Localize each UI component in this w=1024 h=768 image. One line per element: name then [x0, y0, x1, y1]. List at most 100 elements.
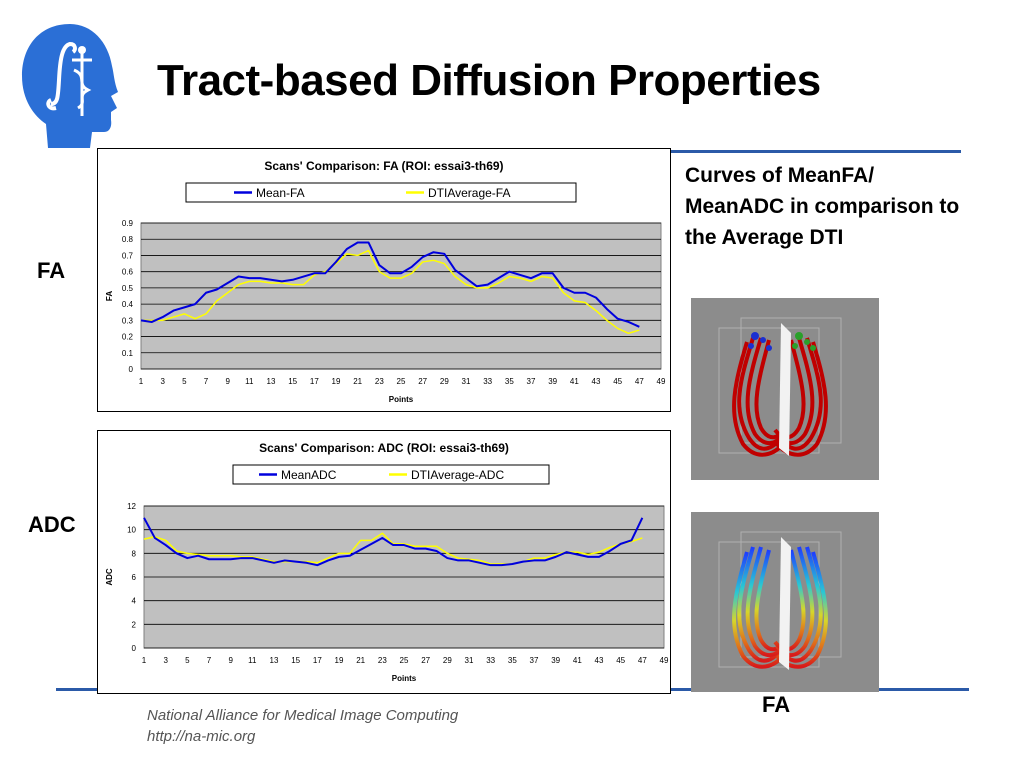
- fa-ytick-label: 0.3: [122, 316, 134, 325]
- fa-xtick-label: 1: [139, 377, 144, 386]
- adc-xtick-label: 41: [573, 656, 582, 665]
- fa-xtick-label: 11: [245, 377, 254, 386]
- fa-xtick-label: 41: [570, 377, 579, 386]
- adc-xtick-label: 35: [508, 656, 517, 665]
- fa-legend-label-1: DTIAverage-FA: [428, 186, 510, 200]
- fa-xtick-label: 27: [418, 377, 427, 386]
- fa-xtick-label: 17: [310, 377, 319, 386]
- adc-xtick-label: 21: [356, 656, 365, 665]
- fa-ytick-label: 0.7: [122, 251, 134, 260]
- adc-xtick-label: 3: [163, 656, 168, 665]
- fa-chart: Scans' Comparison: FA (ROI: essai3-th69)…: [97, 148, 671, 412]
- fa-xtick-label: 3: [160, 377, 165, 386]
- adc-legend-label-1: DTIAverage-ADC: [411, 468, 504, 482]
- fa-xtick-label: 47: [635, 377, 644, 386]
- adc-xtick-label: 19: [335, 656, 344, 665]
- adc-ylabel: ADC: [105, 568, 114, 586]
- tract-render-fa-svg: [718, 531, 842, 670]
- tract-render-red: [691, 298, 879, 480]
- fa-series-line-1: [141, 249, 640, 335]
- adc-ytick-label: 10: [127, 526, 136, 535]
- fa-xtick-label: 13: [267, 377, 276, 386]
- adc-xtick-label: 37: [530, 656, 539, 665]
- fa-ytick-label: 0.8: [122, 235, 134, 244]
- fa-chart-title: Scans' Comparison: FA (ROI: essai3-th69): [264, 159, 503, 173]
- adc-side-label: ADC: [28, 512, 76, 537]
- fa-xtick-label: 49: [657, 377, 666, 386]
- slide-title: Tract-based Diffusion Properties: [157, 56, 821, 105]
- adc-ytick-label: 4: [132, 597, 137, 606]
- adc-chart: Scans' Comparison: ADC (ROI: essai3-th69…: [97, 430, 671, 694]
- adc-xtick-label: 5: [185, 656, 190, 665]
- adc-xtick-label: 13: [270, 656, 279, 665]
- fa-side-label: FA: [37, 258, 66, 283]
- footer-url[interactable]: http://na-mic.org: [147, 728, 256, 745]
- adc-xtick-label: 49: [660, 656, 669, 665]
- fa-legend: Mean-FA DTIAverage-FA: [185, 182, 577, 203]
- adc-legend: MeanADC DTIAverage-ADC: [232, 464, 550, 485]
- fa-ytick-label: 0: [129, 365, 134, 374]
- adc-xtick-label: 23: [378, 656, 387, 665]
- fa-xtick-label: 43: [592, 377, 601, 386]
- fa-xtick-label: 45: [613, 377, 622, 386]
- caption-text: Curves of MeanFA/ MeanADC in comparison …: [685, 164, 960, 249]
- adc-legend-label-0: MeanADC: [281, 468, 337, 482]
- footer-org: National Alliance for Medical Image Comp…: [147, 707, 459, 724]
- fa-xtick-label: 25: [397, 377, 406, 386]
- fa-xtick-label: 33: [483, 377, 492, 386]
- namic-logo: [22, 24, 118, 148]
- fa-xlabel: Points: [389, 395, 414, 404]
- fa-ytick-label: 0.6: [122, 268, 134, 277]
- adc-xtick-label: 25: [400, 656, 409, 665]
- fa-xtick-label: 19: [332, 377, 341, 386]
- fa-ytick-label: 0.1: [122, 349, 134, 358]
- adc-xtick-label: 39: [551, 656, 560, 665]
- adc-xtick-label: 47: [638, 656, 647, 665]
- fa-xtick-label: 15: [288, 377, 297, 386]
- adc-ytick-label: 12: [127, 502, 136, 511]
- fa-ytick-label: 0.5: [122, 284, 134, 293]
- fa-xtick-label: 21: [353, 377, 362, 386]
- adc-ytick-label: 2: [132, 620, 137, 629]
- adc-xtick-label: 33: [486, 656, 495, 665]
- tract-render-red-svg: [718, 317, 842, 457]
- adc-xtick-label: 45: [616, 656, 625, 665]
- fa-image-label: FA: [762, 692, 791, 717]
- fa-plot-area: [140, 222, 662, 370]
- fa-xtick-label: 39: [548, 377, 557, 386]
- fa-xtick-label: 31: [462, 377, 471, 386]
- fa-xtick-label: 7: [204, 377, 209, 386]
- adc-xtick-label: 17: [313, 656, 322, 665]
- footer: National Alliance for Medical Image Comp…: [147, 705, 458, 747]
- integral-symbol: [46, 41, 77, 111]
- adc-xtick-label: 9: [228, 656, 233, 665]
- adc-series-line-0: [143, 517, 644, 567]
- fa-ylabel: FA: [105, 291, 114, 301]
- fa-xtick-label: 37: [527, 377, 536, 386]
- fa-legend-label-0: Mean-FA: [256, 186, 305, 200]
- adc-ytick-label: 8: [132, 549, 137, 558]
- tract-render-fa: [691, 512, 879, 692]
- adc-xtick-label: 15: [291, 656, 300, 665]
- fa-chart-svg: Scans' Comparison: FA (ROI: essai3-th69)…: [105, 159, 666, 404]
- adc-chart-svg: Scans' Comparison: ADC (ROI: essai3-th69…: [105, 441, 669, 683]
- adc-xtick-label: 27: [421, 656, 430, 665]
- adc-xtick-label: 11: [248, 656, 257, 665]
- fa-ytick-label: 0.2: [122, 333, 134, 342]
- adc-xtick-label: 7: [207, 656, 212, 665]
- adc-ytick-label: 0: [132, 644, 137, 653]
- adc-xtick-label: 31: [465, 656, 474, 665]
- fa-xtick-label: 5: [182, 377, 187, 386]
- fa-series-line-0: [140, 241, 640, 328]
- fa-xtick-label: 35: [505, 377, 514, 386]
- fa-ytick-label: 0.9: [122, 219, 134, 228]
- fa-xtick-label: 9: [225, 377, 230, 386]
- adc-xtick-label: 1: [142, 656, 147, 665]
- adc-xtick-label: 29: [443, 656, 452, 665]
- fa-xtick-label: 29: [440, 377, 449, 386]
- adc-chart-title: Scans' Comparison: ADC (ROI: essai3-th69…: [259, 441, 509, 455]
- head-silhouette: [22, 24, 118, 148]
- adc-xtick-label: 43: [595, 656, 604, 665]
- adc-xlabel: Points: [392, 674, 417, 683]
- adc-ytick-label: 6: [132, 573, 137, 582]
